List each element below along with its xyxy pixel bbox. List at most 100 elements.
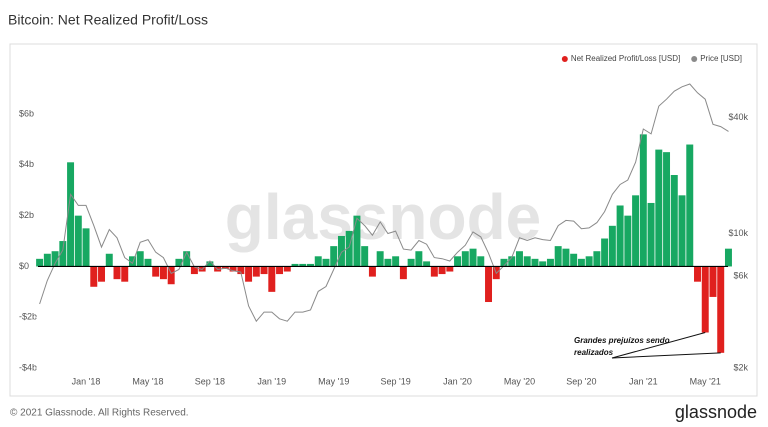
- y-tick-label: $0: [19, 261, 29, 271]
- bar: [136, 251, 144, 267]
- bar: [438, 266, 446, 275]
- bar: [500, 258, 508, 267]
- x-tick-label: May '21: [690, 376, 721, 386]
- bar: [74, 215, 82, 267]
- bar: [515, 251, 523, 267]
- y-tick-label: $4b: [19, 159, 34, 169]
- bar: [105, 253, 113, 267]
- bar: [632, 195, 640, 267]
- bar: [152, 266, 160, 277]
- bar: [392, 256, 400, 267]
- bar: [570, 253, 578, 267]
- annotation: Grandes prejuízos sendo realizados: [574, 336, 670, 357]
- bar: [59, 241, 67, 267]
- bar: [345, 230, 353, 267]
- y2-tick-label: $40k: [728, 112, 748, 122]
- bar: [128, 256, 136, 267]
- bar: [82, 228, 90, 267]
- bar: [245, 266, 253, 282]
- bar: [376, 251, 384, 267]
- annotation-arrow: [611, 332, 706, 359]
- bar: [717, 266, 725, 353]
- bar: [314, 256, 322, 267]
- bar: [368, 266, 376, 277]
- bar: [322, 258, 330, 267]
- legend-label: Net Realized Profit/Loss [USD]: [571, 54, 680, 63]
- legend-label: Price [USD]: [700, 54, 742, 63]
- bar: [51, 251, 59, 267]
- bar: [144, 258, 152, 267]
- legend-swatch: [691, 56, 698, 62]
- bar: [446, 266, 454, 272]
- x-tick-label: May '19: [318, 376, 349, 386]
- x-tick-label: Sep '20: [566, 376, 596, 386]
- legend-swatch: [561, 56, 568, 62]
- bar: [694, 266, 701, 282]
- bar: [461, 251, 469, 267]
- x-tick-label: Jan '18: [72, 376, 101, 386]
- bar: [36, 258, 44, 267]
- y2-tick-label: $10k: [728, 228, 748, 238]
- bar: [121, 266, 129, 282]
- bar: [593, 251, 601, 267]
- watermark: glassnode: [225, 181, 542, 253]
- bar: [353, 215, 361, 267]
- bar: [562, 248, 570, 267]
- bar: [454, 256, 462, 267]
- bar: [67, 162, 75, 267]
- x-tick-label: May '20: [504, 376, 535, 386]
- bar: [307, 263, 314, 267]
- bar: [276, 266, 284, 275]
- bar: [183, 251, 191, 267]
- bar: [647, 202, 655, 267]
- bar: [616, 205, 624, 267]
- bar: [655, 149, 663, 267]
- bar: [167, 266, 175, 285]
- bar: [577, 258, 585, 267]
- x-tick-label: Sep '19: [381, 376, 411, 386]
- bar: [477, 256, 485, 267]
- bar: [237, 266, 245, 275]
- y2-tick-label: $2k: [733, 362, 748, 372]
- bar: [709, 266, 717, 297]
- x-tick-label: May '18: [132, 376, 163, 386]
- bar: [724, 248, 732, 267]
- bar: [43, 253, 51, 267]
- x-tick-label: Jan '20: [443, 376, 472, 386]
- bar: [361, 246, 369, 267]
- bar: [670, 175, 678, 267]
- bar: [554, 246, 562, 267]
- y-tick-label: $2b: [19, 210, 34, 220]
- y-tick-label: -$4b: [19, 362, 37, 372]
- bar: [624, 215, 632, 267]
- chart-title: Bitcoin: Net Realized Profit/Loss: [8, 12, 208, 28]
- bar: [268, 266, 276, 292]
- bar: [469, 248, 477, 267]
- bar: [608, 225, 616, 267]
- price-line: [39, 83, 729, 323]
- bar: [430, 266, 438, 277]
- bar: [485, 266, 493, 303]
- logo: glassnode: [675, 402, 757, 422]
- bar: [407, 258, 415, 267]
- bar: [415, 251, 423, 267]
- bar: [601, 238, 609, 267]
- annotation-arrow: [611, 352, 721, 359]
- bar: [523, 256, 531, 267]
- bar: [678, 195, 686, 267]
- bar: [330, 246, 338, 267]
- bar: [175, 258, 183, 267]
- footer: © 2021 Glassnode. All Rights Reserved.: [10, 408, 189, 419]
- bar: [384, 258, 392, 267]
- bar: [539, 261, 547, 267]
- bar: [701, 266, 709, 333]
- bar: [90, 266, 98, 287]
- x-tick-label: Sep '18: [195, 376, 225, 386]
- bar: [585, 256, 593, 267]
- y2-tick-label: $6k: [733, 271, 748, 281]
- bar: [229, 266, 237, 272]
- bar: [159, 266, 167, 280]
- bar: [686, 144, 694, 267]
